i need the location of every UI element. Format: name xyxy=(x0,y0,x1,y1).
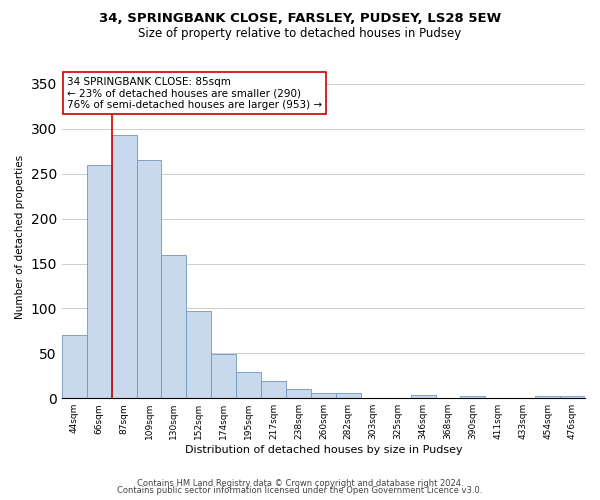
Bar xyxy=(336,393,361,398)
Bar xyxy=(87,165,112,398)
Text: 34, SPRINGBANK CLOSE, FARSLEY, PUDSEY, LS28 5EW: 34, SPRINGBANK CLOSE, FARSLEY, PUDSEY, L… xyxy=(99,12,501,26)
Text: Size of property relative to detached houses in Pudsey: Size of property relative to detached ho… xyxy=(139,28,461,40)
Y-axis label: Number of detached properties: Number of detached properties xyxy=(15,154,25,318)
Bar xyxy=(311,393,336,398)
Bar xyxy=(62,336,87,398)
Bar xyxy=(112,135,137,398)
Bar xyxy=(211,354,236,398)
Bar xyxy=(261,381,286,398)
Text: Contains HM Land Registry data © Crown copyright and database right 2024.: Contains HM Land Registry data © Crown c… xyxy=(137,478,463,488)
Bar xyxy=(560,396,585,398)
X-axis label: Distribution of detached houses by size in Pudsey: Distribution of detached houses by size … xyxy=(185,445,462,455)
Bar xyxy=(460,396,485,398)
Text: 34 SPRINGBANK CLOSE: 85sqm
← 23% of detached houses are smaller (290)
76% of sem: 34 SPRINGBANK CLOSE: 85sqm ← 23% of deta… xyxy=(67,76,322,110)
Bar xyxy=(410,394,436,398)
Bar xyxy=(187,311,211,398)
Bar xyxy=(161,254,187,398)
Bar xyxy=(236,372,261,398)
Bar xyxy=(137,160,161,398)
Text: Contains public sector information licensed under the Open Government Licence v3: Contains public sector information licen… xyxy=(118,486,482,495)
Bar xyxy=(286,389,311,398)
Bar xyxy=(535,396,560,398)
